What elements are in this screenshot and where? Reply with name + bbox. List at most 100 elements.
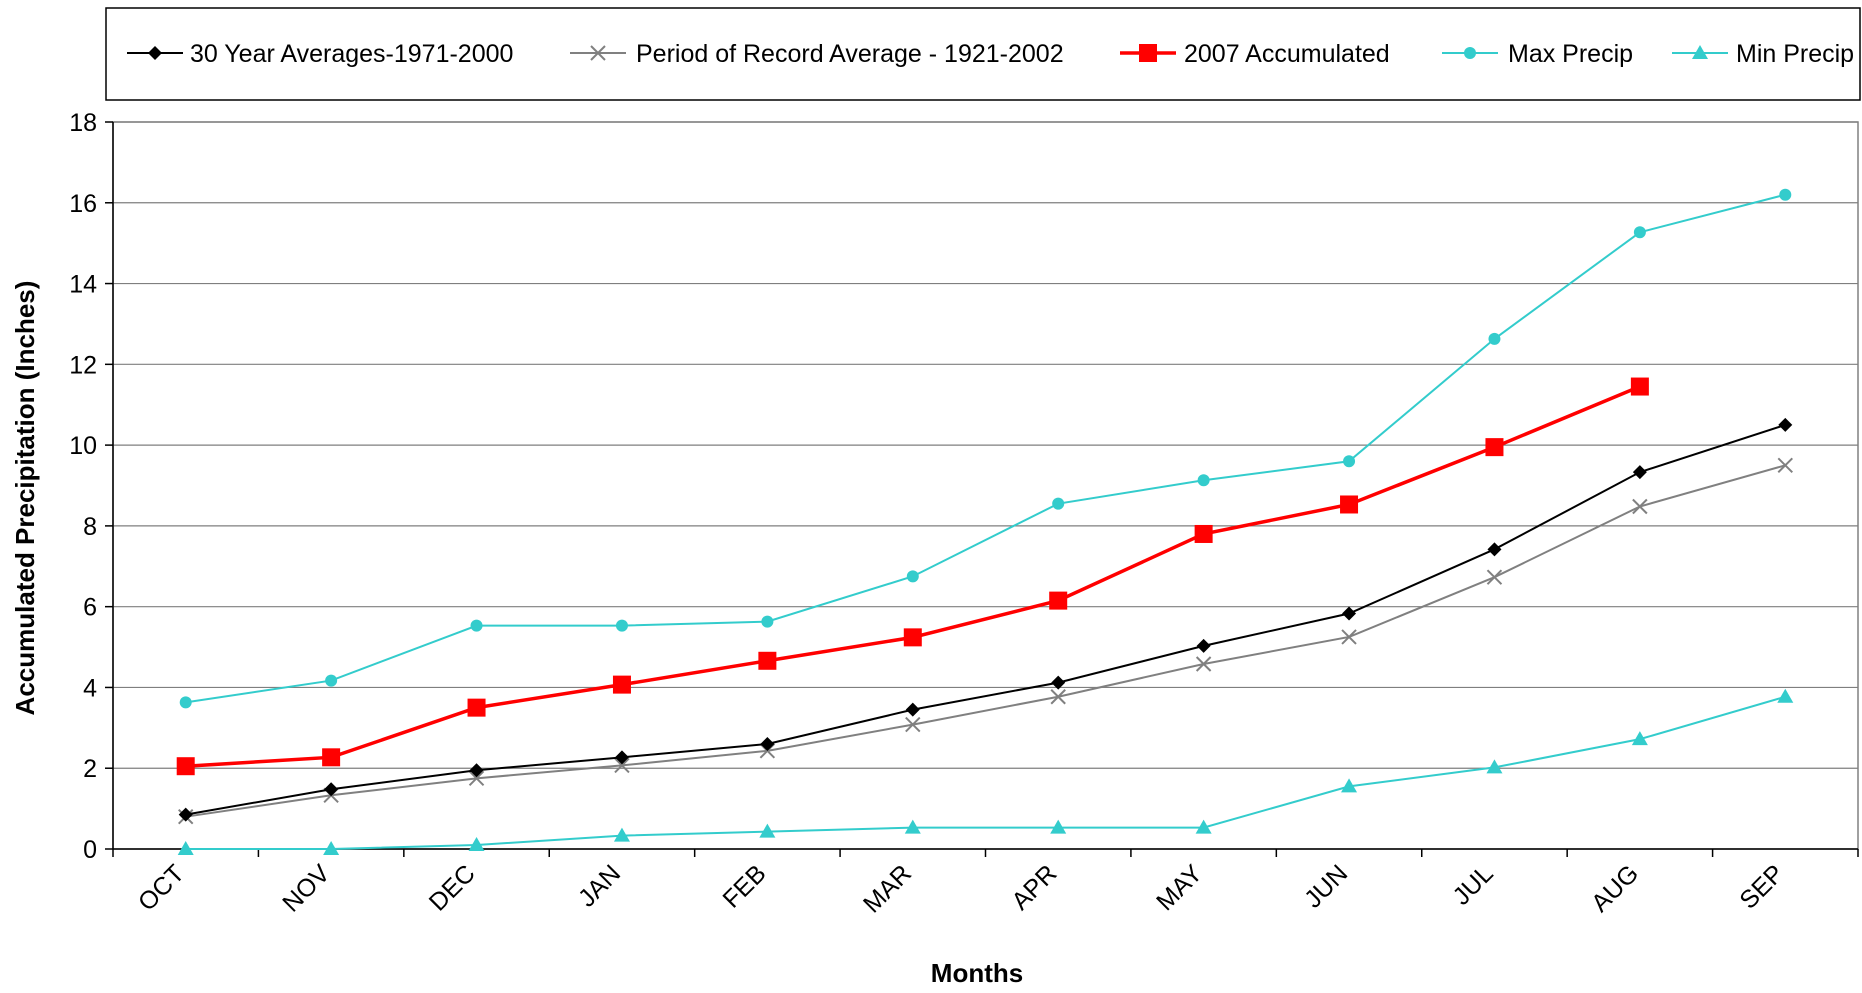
y-tick-label: 12 (69, 351, 97, 379)
data-point (1050, 819, 1067, 834)
data-point (1485, 438, 1504, 457)
plot-area (112, 121, 1859, 850)
data-point (176, 757, 195, 776)
legend-item: 30 Year Averages-1971-2000 (127, 40, 513, 68)
legend-label: 30 Year Averages-1971-2000 (190, 40, 513, 68)
data-point (1632, 498, 1648, 515)
data-point (1195, 819, 1212, 834)
data-point (179, 696, 192, 709)
data-point (178, 807, 193, 822)
data-point (468, 836, 485, 851)
data-point (614, 757, 630, 774)
data-point (1341, 778, 1358, 793)
data-point (1194, 524, 1213, 543)
data-point (1632, 465, 1647, 480)
y-tick-label: 14 (69, 271, 97, 299)
series-1 (178, 457, 1793, 825)
x-tick-label: MAY (1151, 859, 1208, 916)
data-point (1197, 474, 1210, 487)
data-point (1486, 569, 1503, 585)
series-line (185, 464, 1786, 818)
data-point (1342, 606, 1357, 621)
data-point (1779, 188, 1792, 201)
y-tick-label: 6 (83, 594, 97, 622)
x-tick-label: JUL (1447, 859, 1498, 910)
gridlines (112, 121, 1859, 850)
x-axis-title: Months (931, 958, 1023, 988)
data-point (467, 698, 486, 717)
legend-item: Min Precip (1672, 40, 1854, 68)
legend-marker (590, 45, 606, 61)
x-tick-label: NOV (277, 859, 335, 917)
data-point (1196, 638, 1211, 653)
data-point (1777, 457, 1793, 474)
legend-marker (148, 46, 162, 60)
data-point (1343, 455, 1356, 468)
data-point (905, 716, 921, 733)
axes: 0 2 4 6 8 10 12 14 16 18 OCT NOV DEC JAN FEB MAR APR MAY J… (69, 109, 1859, 919)
y-tick-label: 10 (69, 432, 97, 460)
data-point (1341, 629, 1357, 645)
legend-item: Max Precip (1442, 40, 1633, 68)
data-point (1195, 656, 1212, 672)
data-point (1630, 377, 1649, 396)
legend-box (105, 7, 1861, 101)
x-tick-label: JAN (573, 859, 626, 912)
data-point (904, 819, 921, 834)
x-tick-label: JUN (1299, 859, 1353, 913)
x-tick-label: FEB (717, 859, 771, 913)
series-line (185, 423, 1786, 816)
x-tick-label: APR (1006, 859, 1062, 915)
data-point (470, 619, 483, 632)
data-point (612, 675, 631, 694)
legend-label: Period of Record Average - 1921-2002 (636, 40, 1064, 68)
legend-marker (1139, 44, 1157, 62)
data-point (324, 782, 339, 797)
data-point (1488, 332, 1501, 345)
data-point (1487, 542, 1502, 557)
legend-label: 2007 Accumulated (1184, 40, 1390, 68)
series-4 (177, 688, 1794, 855)
legend-marker (1464, 47, 1476, 59)
data-point (1050, 689, 1066, 705)
data-point (615, 619, 628, 632)
legend-item: Period of Record Average - 1921-2002 (570, 40, 1064, 68)
legend-label: Max Precip (1508, 40, 1633, 68)
data-point (903, 628, 922, 647)
data-point (1631, 731, 1648, 746)
series-line (185, 695, 1786, 850)
y-tick-label: 18 (69, 109, 97, 137)
series-2 (176, 377, 1649, 776)
data-point (613, 827, 630, 842)
data-point (323, 841, 340, 855)
y-tick-label: 2 (83, 755, 97, 783)
data-point (1486, 759, 1503, 774)
series-line (185, 193, 1786, 704)
y-tick-label: 16 (69, 190, 97, 218)
series-layer (176, 188, 1794, 855)
data-point (325, 674, 338, 687)
data-point (322, 748, 341, 767)
y-tick-label: 0 (83, 836, 97, 864)
y-tick-label: 4 (83, 674, 97, 702)
legend: 30 Year Averages-1971-2000 Period of Reco… (127, 40, 1854, 68)
data-point (761, 615, 774, 628)
data-point (1777, 688, 1794, 703)
data-point (1633, 226, 1646, 239)
y-tick-label: 8 (83, 513, 97, 541)
data-point (758, 651, 777, 670)
data-point (1778, 417, 1793, 432)
data-point (759, 823, 776, 838)
data-point (468, 770, 485, 787)
data-point (760, 736, 775, 751)
data-point (906, 570, 919, 583)
legend-marker (1692, 45, 1708, 59)
legend-item: 2007 Accumulated (1120, 40, 1390, 68)
x-tick-label: MAR (858, 859, 917, 918)
data-point (614, 750, 629, 765)
x-tick-label: OCT (133, 859, 190, 916)
data-point (1340, 495, 1359, 514)
data-point (1052, 497, 1065, 510)
